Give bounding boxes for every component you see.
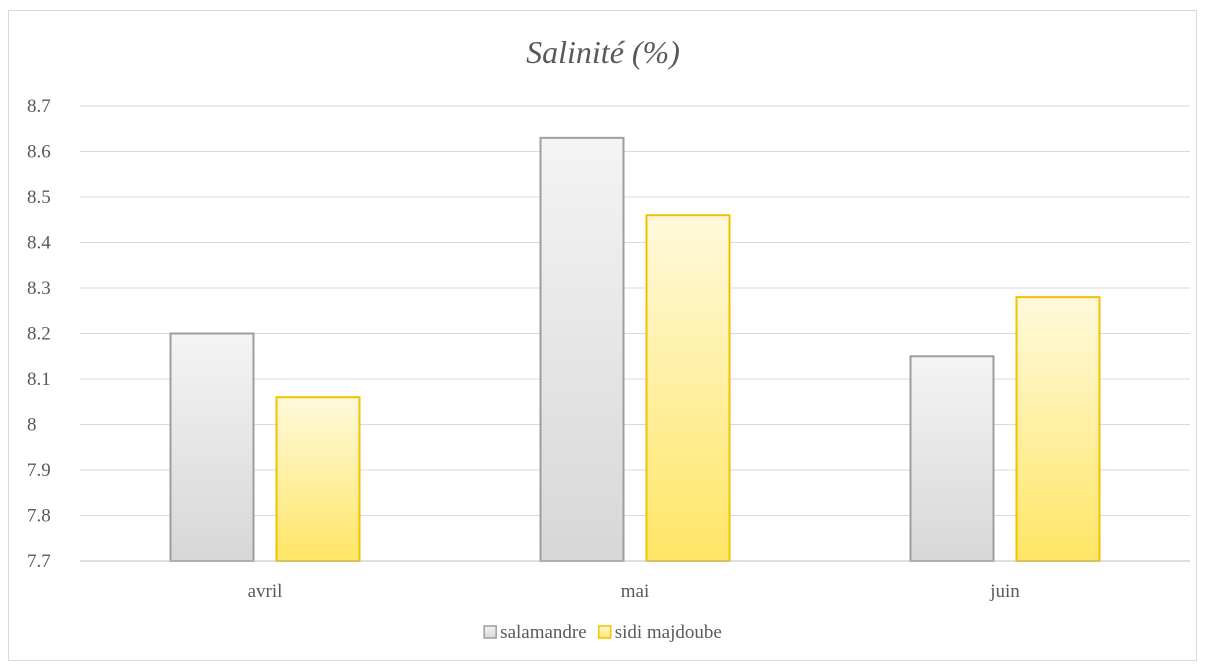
y-tick-label: 8.6	[27, 142, 51, 163]
legend-swatch-sidi-majdoube	[597, 625, 612, 639]
y-tick-label: 8.2	[27, 324, 51, 345]
bar-salamandre-juin	[909, 355, 995, 562]
bar-sidi-majdoube-mai	[645, 214, 731, 562]
legend-label-salamandre: salamandre	[500, 622, 587, 643]
bar-sidi-majdoube-juin	[1015, 296, 1101, 562]
y-tick-label: 8.4	[27, 233, 51, 254]
chart-title: Salinité (%)	[526, 34, 680, 70]
y-tick-label: 8.7	[27, 96, 51, 117]
y-tick-label: 7.7	[27, 551, 51, 572]
y-tick-label: 8.1	[27, 369, 51, 390]
y-tick-label: 7.9	[27, 460, 51, 481]
legend-label-sidi-majdoube: sidi majdoube	[615, 622, 722, 643]
x-tick-label: juin	[989, 581, 1020, 602]
legend-swatch-salamandre	[483, 625, 497, 639]
bars	[169, 136, 1101, 563]
y-tick-label: 8.5	[27, 187, 51, 208]
bar-sidi-majdoube-avril	[275, 396, 361, 563]
x-tick-label: avril	[248, 581, 283, 602]
x-tick-label: mai	[621, 581, 650, 602]
y-tick-label: 8.3	[27, 278, 51, 299]
bar-salamandre-avril	[169, 332, 255, 562]
y-tick-label: 8	[27, 415, 37, 436]
y-tick-label: 7.8	[27, 506, 51, 527]
legend: salamandre sidi majdoube	[483, 622, 722, 643]
gridlines	[80, 105, 1190, 516]
y-axis-ticks: 7.7 7.8 7.9 8 8.1 8.2 8.3 8.4 8.5 8.6 8.7	[27, 96, 51, 572]
x-axis-labels: avril mai juin	[248, 581, 1021, 602]
bar-salamandre-mai	[539, 136, 625, 562]
